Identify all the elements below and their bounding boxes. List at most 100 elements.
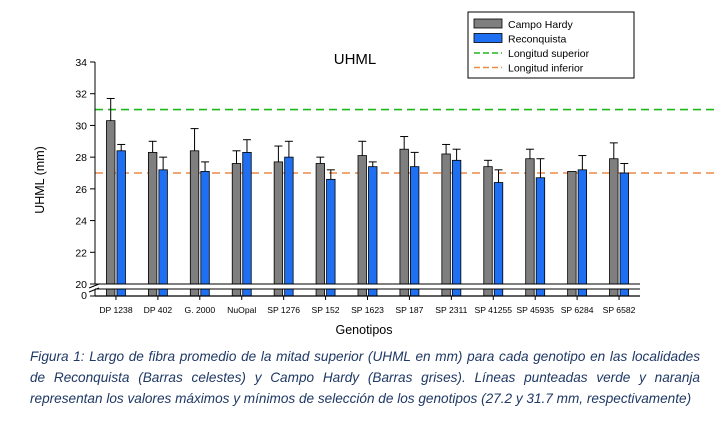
bar-segment [441,153,451,285]
bar-segment [326,178,336,285]
bar-stub [410,288,420,297]
bar-stub [242,288,252,297]
bar-stub [326,288,336,297]
x-tick-label: G. 2000 [185,305,216,315]
reconquista-bar [451,148,462,297]
bar-segment [535,177,546,285]
bar-segment [200,171,210,285]
bar-stub [567,288,577,297]
bar-segment [399,148,409,285]
campo-hardy-bar [567,171,577,297]
bar-segment [231,163,242,285]
y-tick-label: 30 [75,120,87,132]
bar-stub [451,288,462,297]
reconquista-bar [493,169,504,297]
campo-hardy-bar [483,159,493,297]
bar-segment [116,150,126,285]
x-tick-label: SP 41255 [474,305,512,315]
x-tick-label: DP 402 [144,305,173,315]
bar-stub [147,288,158,297]
y-tick-label: 0 [81,290,87,302]
bar-stub [535,288,546,297]
bar-stub [273,288,284,297]
campo-hardy-bar [441,143,451,297]
bar-stub [577,288,588,297]
bar-segment [609,158,619,285]
bar-stub [493,288,504,297]
campo-hardy-bar [399,136,409,297]
legend-label: Longitud inferior [508,63,584,75]
y-tick-label: 20 [75,279,87,291]
campo-hardy-bar [189,128,200,297]
x-tick-label: SP 6284 [561,305,594,315]
chart-title: UHML [334,51,377,68]
x-tick-label: SP 45935 [516,305,554,315]
x-tick-label: SP 1623 [351,305,384,315]
bar-segment [242,151,252,285]
reconquista-bar [200,161,210,297]
axis-break-mark [88,287,100,293]
bar-segment [567,171,577,285]
campo-hardy-bar [525,148,535,297]
legend-label: Longitud superior [508,48,590,60]
reconquista-bar [410,151,420,297]
bar-stub [116,288,126,297]
campo-hardy-bar [315,156,325,297]
y-tick-label: 26 [75,184,87,196]
y-axis-label: UHML (mm) [33,146,47,214]
campo-hardy-bar [357,140,367,297]
y-tick-label: 28 [75,152,87,164]
x-tick-label: SP 152 [312,305,340,315]
bar-stub [441,288,451,297]
reconquista-bar [368,161,378,297]
bar-stub [106,288,116,297]
bar-segment [158,169,168,285]
bar-stub [189,288,200,297]
reconquista-bar [535,158,546,297]
x-tick-label: SP 2311 [435,305,467,315]
bar-segment [147,151,158,285]
bar-segment [368,166,378,285]
campo-hardy-bar [106,97,116,297]
bar-segment [357,155,367,285]
x-tick-label: SP 6582 [603,305,636,315]
bar-stub [284,288,294,297]
x-tick-label: DP 1238 [99,305,133,315]
bar-segment [410,166,420,285]
bar-segment [451,159,462,285]
bar-segment [493,182,504,285]
bar-segment [525,158,535,285]
reconquista-bar [284,140,294,297]
bar-segment [284,156,294,285]
legend-swatch [473,18,503,29]
bar-segment [189,150,200,285]
x-axis-label: Genotipos [336,323,393,337]
y-tick-label: 22 [75,247,87,259]
y-tick-label: 32 [75,89,87,101]
campo-hardy-bar [147,140,158,297]
x-tick-label: SP 187 [395,305,423,315]
chart-legend: Campo Hardy Reconquista Longitud superior L… [467,11,635,79]
bar-stub [619,288,629,297]
x-tick-label: NuOpal [227,305,256,315]
legend-label: Campo Hardy [508,19,574,31]
bar-segment [483,166,493,285]
bar-stub [483,288,493,297]
bar-stub [399,288,409,297]
bar-stub [315,288,325,297]
y-tick-label: 34 [75,57,87,69]
reconquista-bar [158,156,168,297]
figure-caption: Figura 1: Largo de fibra promedio de la … [30,349,700,406]
reconquista-bar [326,169,336,297]
campo-hardy-bar [609,142,619,297]
campo-hardy-bar [273,145,284,297]
bar-stub [357,288,367,297]
bar-stub [231,288,242,297]
uhml-chart: 20 22 24 26 28 30 32 34 0 DP 1238 DP 402 G. 2000 Nu… [33,11,715,337]
bar-stub [200,288,210,297]
bar-stub [158,288,168,297]
bar-segment [273,161,284,285]
campo-hardy-bar [231,150,242,297]
bar-segment [315,163,325,285]
bar-stub [368,288,378,297]
